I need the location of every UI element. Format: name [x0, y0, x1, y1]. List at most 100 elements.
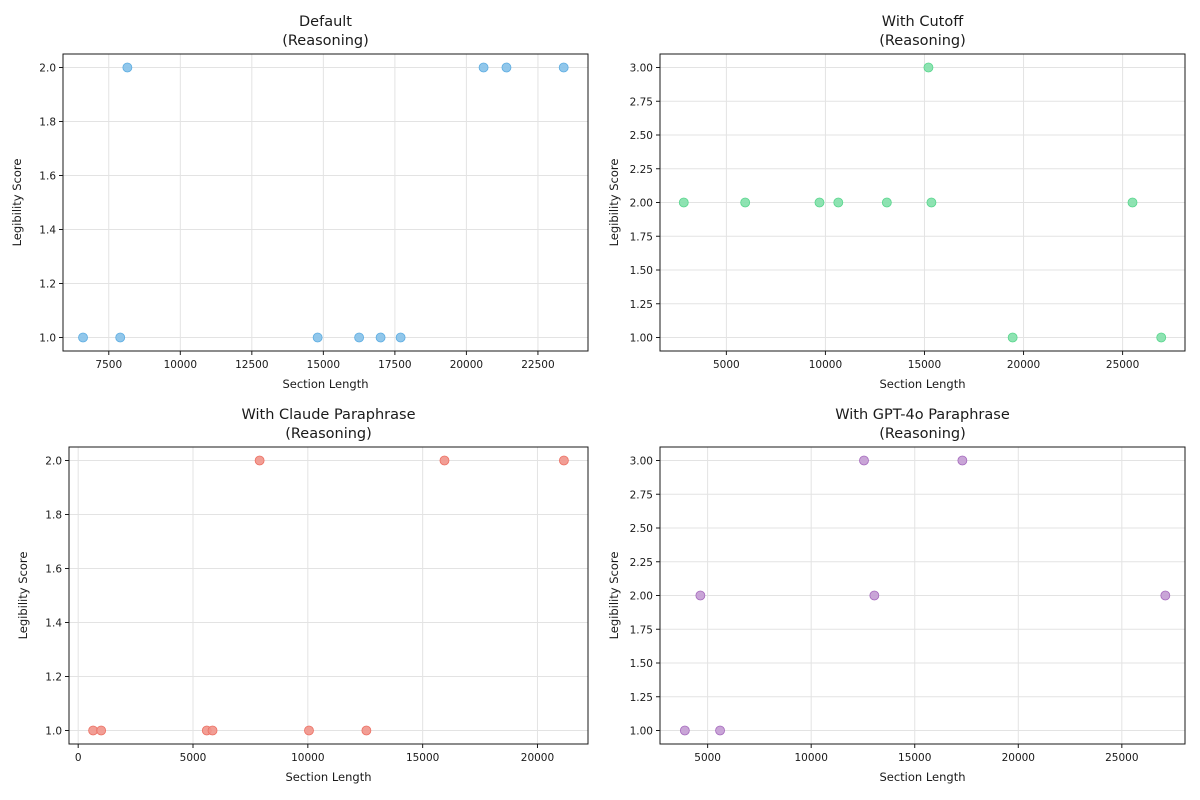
- y-axis-label: Legibility Score: [607, 159, 621, 247]
- data-point: [695, 590, 706, 601]
- y-tick-label: 2.50: [630, 130, 653, 142]
- data-point: [354, 332, 365, 343]
- data-point: [881, 197, 892, 208]
- y-tick-label: 2.50: [630, 523, 653, 535]
- x-tick-label: 7500: [95, 359, 122, 371]
- x-tick-label: 10000: [794, 752, 827, 764]
- data-point: [558, 62, 569, 73]
- x-tick-label: 15000: [307, 359, 340, 371]
- chart-subtitle: (Reasoning): [879, 426, 966, 442]
- y-tick-label: 1.50: [630, 265, 653, 277]
- y-tick-label: 1.00: [630, 333, 653, 345]
- data-point: [679, 725, 690, 736]
- data-point: [1156, 332, 1167, 343]
- data-point: [361, 725, 372, 736]
- x-tick-label: 20000: [1002, 752, 1035, 764]
- x-tick-label: 25000: [1105, 752, 1138, 764]
- x-axis-label: Section Length: [285, 770, 371, 784]
- x-tick-label: 15000: [406, 752, 439, 764]
- x-axis-label: Section Length: [879, 770, 965, 784]
- data-point: [395, 332, 406, 343]
- x-axis-label: Section Length: [879, 377, 965, 391]
- y-tick-label: 2.25: [630, 557, 653, 569]
- data-point: [375, 332, 386, 343]
- data-point: [207, 725, 218, 736]
- data-point: [501, 62, 512, 73]
- data-point: [833, 197, 844, 208]
- x-tick-label: 15000: [898, 752, 931, 764]
- panel-with-claude-paraphrase: 0 5000 10000 15000 20000 1.0 1.2 1.4 1.6 1.8 2.0 Wi…: [16, 407, 589, 784]
- y-axis-label: Legibility Score: [10, 159, 24, 247]
- data-point: [304, 725, 314, 736]
- data-point: [122, 62, 133, 73]
- chart-subtitle: (Reasoning): [879, 33, 966, 49]
- x-tick-label: 17500: [378, 359, 411, 371]
- y-tick-label: 1.2: [39, 279, 56, 291]
- data-point: [740, 197, 751, 208]
- chart-subtitle: (Reasoning): [285, 426, 372, 442]
- x-tick-label: 20000: [450, 359, 483, 371]
- chart-title: With GPT-4o Paraphrase: [835, 407, 1010, 423]
- data-point: [254, 455, 265, 466]
- y-axis-label: Legibility Score: [607, 552, 621, 640]
- y-tick-label: 1.6: [39, 171, 56, 183]
- chart-title: With Claude Paraphrase: [241, 407, 415, 423]
- y-tick-label: 2.25: [630, 164, 653, 176]
- data-point: [78, 332, 88, 343]
- y-tick-label: 1.4: [45, 618, 62, 630]
- chart-subtitle: (Reasoning): [282, 33, 369, 49]
- y-tick-label: 2.00: [630, 591, 653, 603]
- data-point: [312, 332, 323, 343]
- x-tick-label: 22500: [521, 359, 554, 371]
- data-point: [1160, 590, 1171, 601]
- x-tick-label: 15000: [908, 359, 941, 371]
- data-point: [558, 455, 569, 466]
- data-point: [957, 455, 968, 466]
- x-tick-label: 12500: [235, 359, 268, 371]
- y-tick-label: 2.0: [45, 456, 62, 468]
- panel-default: 7500 10000 12500 15000 17500 20000 22500 1.0 1.2…: [10, 14, 589, 391]
- y-tick-label: 1.00: [630, 726, 653, 738]
- y-tick-label: 1.8: [39, 117, 56, 129]
- data-point: [923, 62, 934, 73]
- data-point: [869, 590, 880, 601]
- data-point: [439, 455, 450, 466]
- x-tick-label: 10000: [291, 752, 324, 764]
- y-axis-label: Legibility Score: [16, 552, 30, 640]
- data-point: [115, 332, 126, 343]
- data-point: [926, 197, 937, 208]
- x-axis-label: Section Length: [282, 377, 368, 391]
- x-tick-label: 25000: [1106, 359, 1139, 371]
- y-tick-label: 1.75: [630, 231, 653, 243]
- y-tick-label: 2.0: [39, 63, 56, 75]
- x-tick-label: 20000: [521, 752, 554, 764]
- panel-with-gpt4o-paraphrase: 5000 10000 15000 20000 25000 1.00 1.25 1.50 1.75…: [607, 407, 1186, 784]
- data-point: [678, 197, 689, 208]
- x-tick-label: 10000: [809, 359, 842, 371]
- x-tick-label: 5000: [694, 752, 721, 764]
- plot-frame: [62, 53, 589, 352]
- data-point: [1127, 197, 1138, 208]
- data-point: [715, 725, 725, 736]
- data-point: [478, 62, 489, 73]
- data-point: [814, 197, 825, 208]
- chart-title: With Cutoff: [882, 14, 964, 30]
- data-point: [859, 455, 869, 466]
- data-point: [96, 725, 107, 736]
- x-tick-label: 10000: [164, 359, 197, 371]
- chart-title: Default: [299, 14, 352, 30]
- y-tick-label: 2.75: [630, 489, 653, 501]
- y-tick-label: 3.00: [630, 63, 653, 75]
- x-tick-label: 5000: [713, 359, 740, 371]
- y-tick-label: 1.25: [630, 299, 653, 311]
- x-tick-label: 20000: [1007, 359, 1040, 371]
- y-tick-label: 1.4: [39, 225, 56, 237]
- x-tick-label: 0: [75, 752, 82, 764]
- y-tick-label: 1.2: [45, 672, 62, 684]
- panel-with-cutoff: 5000 10000 15000 20000 25000 1.00 1.25 1.50 1.75…: [607, 14, 1186, 391]
- y-tick-label: 3.00: [630, 456, 653, 468]
- data-point: [1007, 332, 1018, 343]
- y-tick-label: 2.75: [630, 96, 653, 108]
- y-tick-label: 1.0: [45, 726, 62, 738]
